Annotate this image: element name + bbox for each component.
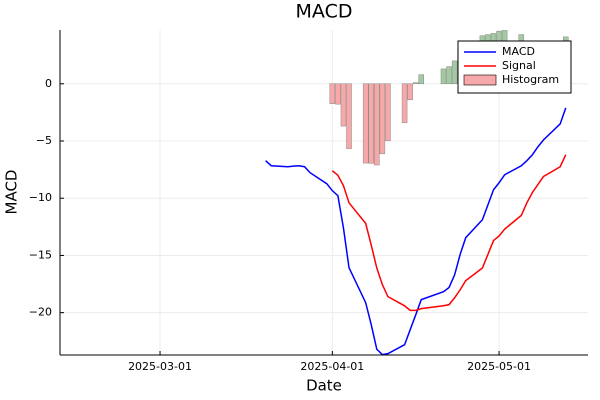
line-series xyxy=(265,107,567,355)
histogram-bar xyxy=(335,83,341,105)
x-tick-label: 2025-05-01 xyxy=(467,360,531,373)
histogram-bar xyxy=(385,83,391,142)
histogram-bar xyxy=(362,83,369,164)
x-tick-label: 2025-03-01 xyxy=(128,360,192,373)
histogram-bar xyxy=(418,74,425,85)
legend-swatch xyxy=(463,74,497,86)
histogram-bar xyxy=(407,83,413,101)
y-tick-label: 0 xyxy=(45,77,52,90)
legend-label: MACD xyxy=(502,45,535,58)
y-tick-label: −20 xyxy=(29,306,52,319)
x-axis-label: Date xyxy=(306,377,342,395)
histogram-bar xyxy=(451,60,458,85)
histogram-bar xyxy=(401,83,408,123)
chart-title: MACD xyxy=(296,1,353,23)
histogram-bar xyxy=(440,68,447,85)
histogram-bar xyxy=(340,83,347,127)
histogram-bar xyxy=(446,66,452,85)
histogram-bar xyxy=(346,83,352,149)
y-tick-label: −5 xyxy=(36,134,52,147)
legend-label: Signal xyxy=(502,59,536,72)
y-tick-label: −15 xyxy=(29,248,52,261)
y-tick-label: −10 xyxy=(29,191,52,204)
legend-label: Histogram xyxy=(502,73,559,86)
histogram-bar xyxy=(329,83,336,104)
line-series xyxy=(331,154,567,312)
x-tick-label: 2025-04-01 xyxy=(300,360,364,373)
y-axis-label: MACD xyxy=(3,170,21,215)
histogram-bar xyxy=(368,83,374,164)
histogram-bar xyxy=(379,83,386,155)
histogram-bar xyxy=(412,82,419,85)
histogram-bar xyxy=(374,83,380,166)
